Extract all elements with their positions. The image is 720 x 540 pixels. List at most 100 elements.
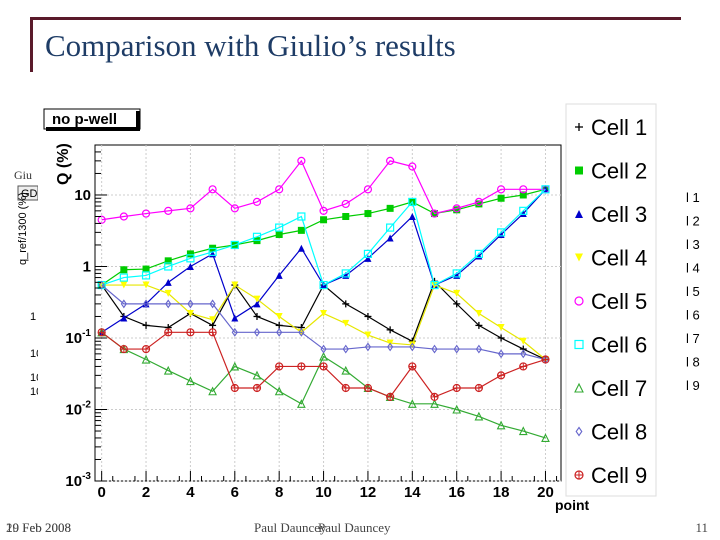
data-point	[186, 262, 194, 270]
legend-marker	[574, 470, 584, 480]
data-point	[519, 206, 528, 215]
title-frame	[30, 17, 681, 72]
data-point	[275, 185, 284, 194]
data-point	[120, 266, 128, 274]
data-point	[209, 316, 217, 324]
background-right-label: l 3	[686, 237, 700, 252]
background-right-label: l 5	[686, 284, 700, 299]
background-y-label: q_ref/1300 (%)	[17, 192, 29, 265]
x-tick-label: 0	[97, 484, 105, 501]
data-point	[319, 362, 328, 371]
background-right-label: l 1	[686, 190, 700, 205]
legend-entry: Cell 1	[591, 115, 647, 140]
data-point	[208, 247, 217, 256]
data-point	[452, 269, 461, 278]
data-point	[364, 210, 372, 218]
data-point	[208, 328, 217, 337]
data-point	[453, 300, 461, 308]
series-layer	[97, 156, 550, 442]
legend-marker	[575, 123, 583, 131]
legend-entry: Cell 4	[591, 246, 647, 271]
data-point	[364, 331, 372, 339]
data-point	[186, 376, 195, 386]
data-point	[386, 223, 395, 232]
data-point	[209, 299, 216, 309]
legend-entry: Cell 5	[591, 289, 647, 314]
data-point	[297, 156, 306, 165]
data-point	[186, 310, 194, 318]
data-point	[252, 197, 262, 207]
data-point	[320, 310, 328, 318]
data-point	[453, 289, 461, 297]
data-point	[186, 254, 195, 263]
data-point	[409, 342, 416, 352]
background-tab-label: GD	[21, 188, 38, 200]
data-point	[275, 271, 283, 279]
data-point	[363, 185, 373, 194]
legend-entry: Cell 3	[591, 202, 647, 227]
background-right-label: l 9	[686, 378, 700, 393]
data-point	[408, 197, 417, 207]
plot-frame	[94, 144, 562, 482]
data-point	[453, 344, 460, 354]
data-point	[496, 228, 506, 237]
data-point	[208, 185, 217, 194]
data-point	[253, 327, 261, 337]
data-point	[319, 280, 328, 290]
x-tick-label: 4	[186, 484, 195, 501]
data-point	[141, 209, 151, 218]
x-tick-label: 14	[404, 484, 421, 501]
data-point	[319, 206, 328, 215]
legend-marker	[575, 210, 583, 218]
data-point	[164, 278, 172, 286]
data-point	[474, 383, 483, 393]
data-point	[387, 342, 394, 352]
footer-date-overlap: 20 Feb 2008	[6, 520, 71, 535]
legend-marker	[575, 166, 583, 175]
background-right-label: l 4	[686, 261, 700, 276]
background-right-labels: l 1 l 2 l 3 l 4 l 5 l 6 l 7 l 8 l 9	[686, 190, 700, 393]
data-point	[164, 262, 173, 271]
data-point	[253, 312, 261, 320]
legend-items: Cell 1 Cell 2 Cell 3 Cell 4 Cell 5 Cell 6 Cell…	[574, 115, 647, 488]
data-point	[142, 321, 150, 329]
page-title: Comparison with Giulio’s results	[45, 28, 456, 63]
series-line	[101, 188, 546, 286]
legend-marker	[574, 296, 584, 306]
data-point	[297, 226, 305, 234]
series-line	[101, 331, 546, 439]
data-point	[342, 344, 349, 354]
background-right-label: l 6	[686, 308, 700, 323]
data-point	[252, 232, 262, 241]
x-tick-label: 10	[315, 484, 332, 501]
data-point	[297, 362, 306, 371]
data-point	[119, 344, 128, 354]
data-point	[497, 349, 505, 359]
data-point	[275, 223, 284, 232]
series-line	[101, 159, 546, 221]
data-point	[519, 337, 527, 345]
data-point	[408, 341, 416, 349]
y-tick-label: 10	[74, 187, 91, 204]
data-point	[386, 392, 395, 402]
x-tick-label: 20	[537, 484, 554, 501]
y-axis-label: Q (%)	[55, 143, 72, 185]
data-point	[342, 300, 350, 308]
data-point	[230, 383, 239, 393]
data-point	[186, 204, 195, 213]
data-point	[142, 299, 150, 309]
data-point	[342, 319, 350, 327]
data-point	[541, 185, 550, 194]
data-point	[230, 240, 239, 250]
data-point	[497, 194, 505, 202]
data-point	[364, 254, 372, 262]
data-point	[363, 249, 373, 258]
data-point	[275, 321, 283, 329]
data-point	[452, 204, 461, 213]
data-point	[252, 370, 262, 380]
y-tick-label: 1	[83, 258, 91, 275]
data-point	[364, 312, 372, 320]
data-point	[475, 344, 483, 354]
data-point	[342, 213, 350, 221]
data-point	[275, 362, 284, 371]
